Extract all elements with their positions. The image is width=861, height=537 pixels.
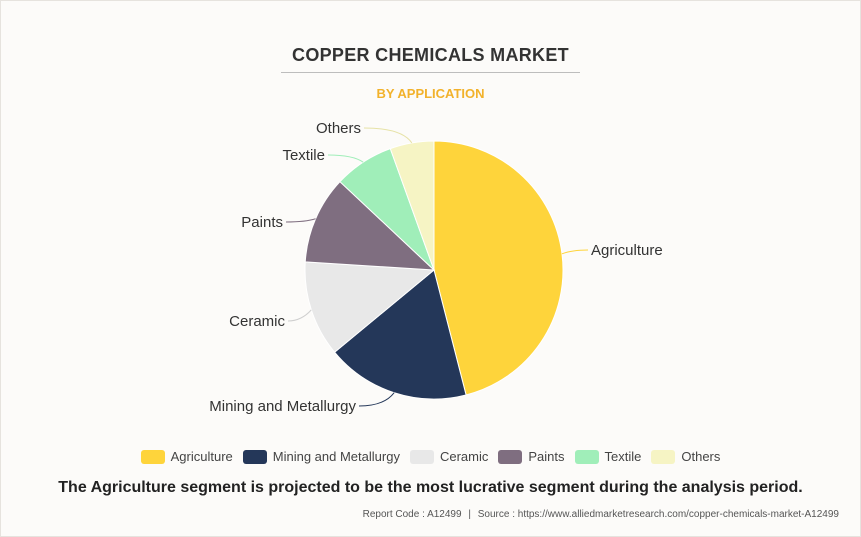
title-divider — [281, 72, 580, 73]
legend-label: Mining and Metallurgy — [272, 449, 400, 464]
slice-label-mining-and-metallurgy: Mining and Metallurgy — [209, 398, 356, 415]
legend-item-agriculture[interactable]: Agriculture — [140, 449, 233, 464]
chart-legend: Agriculture Mining and Metallurgy Ceramic P… — [0, 449, 861, 464]
chart-title: COPPER CHEMICALS MARKET — [292, 45, 569, 65]
legend-item-mining-and-metallurgy[interactable]: Mining and Metallurgy — [242, 449, 400, 464]
pie-slice-paints[interactable] — [304, 180, 436, 271]
leader-line-ceramic — [287, 309, 312, 322]
leader-line-mining-and-metallurgy — [358, 392, 395, 407]
pie-slice-agriculture[interactable] — [433, 140, 564, 396]
footer-separator: | — [468, 509, 471, 520]
legend-item-paints[interactable]: Paints — [498, 449, 565, 464]
leader-line-paints — [285, 218, 316, 223]
leader-line-others — [363, 127, 413, 144]
slice-label-others: Others — [316, 120, 361, 137]
pie-slice-mining-and-metallurgy[interactable] — [333, 269, 467, 400]
legend-swatch — [242, 449, 267, 464]
chart-caption: The Agriculture segment is projected to … — [58, 479, 803, 496]
legend-item-ceramic[interactable]: Ceramic — [409, 449, 489, 464]
legend-swatch — [409, 449, 434, 464]
source-link[interactable]: Source : https://www.alliedmarketresearc… — [477, 509, 839, 520]
legend-swatch — [140, 449, 165, 464]
slice-label-agriculture: Agriculture — [591, 242, 663, 259]
footer-source: Report Code : A12499 | Source : https://… — [363, 509, 839, 520]
legend-item-others[interactable]: Others — [651, 449, 720, 464]
slice-label-ceramic: Ceramic — [229, 313, 285, 330]
legend-label: Paints — [528, 449, 565, 464]
legend-swatch — [498, 449, 523, 464]
chart-subtitle: BY APPLICATION — [376, 86, 485, 101]
slice-label-paints: Paints — [241, 214, 283, 231]
legend-label: Ceramic — [439, 449, 489, 464]
slice-label-textile: Textile — [282, 147, 325, 164]
legend-swatch — [574, 449, 599, 464]
legend-item-textile[interactable]: Textile — [574, 449, 642, 464]
legend-label: Textile — [604, 449, 642, 464]
leader-line-agriculture — [561, 249, 589, 255]
pie-slice-others[interactable] — [389, 140, 435, 271]
legend-swatch — [651, 449, 676, 464]
report-code: Report Code : A12499 — [362, 509, 462, 520]
legend-label: Agriculture — [170, 449, 233, 464]
leader-line-textile — [327, 154, 364, 163]
legend-label: Others — [681, 449, 721, 464]
pie-slice-ceramic[interactable] — [304, 261, 436, 353]
